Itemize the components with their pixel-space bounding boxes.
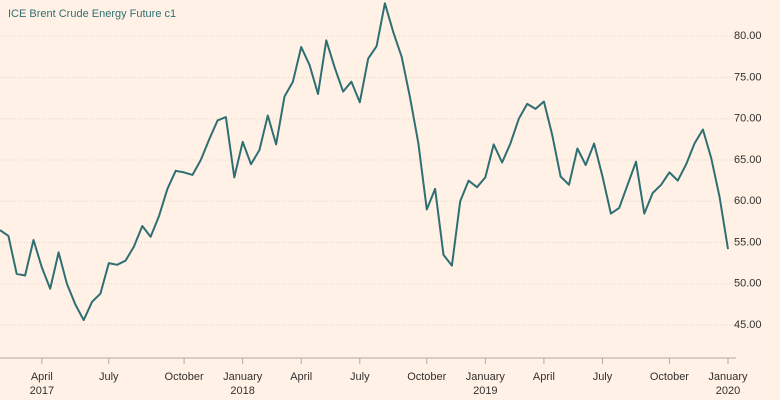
x-tick-year: 2020: [716, 385, 740, 397]
y-tick-label: 60.00: [734, 195, 762, 207]
y-tick-label: 70.00: [734, 113, 762, 125]
y-tick-label: 65.00: [734, 154, 762, 166]
x-tick-label: July: [350, 371, 370, 383]
x-tick-label: July: [593, 371, 613, 383]
x-tick-label: January: [466, 371, 506, 383]
x-tick-label: July: [99, 371, 119, 383]
x-tick-label: January: [708, 371, 748, 383]
x-tick-label: October: [650, 371, 689, 383]
y-tick-label: 80.00: [734, 30, 762, 42]
x-tick-label: October: [407, 371, 446, 383]
x-tick-label: April: [31, 371, 53, 383]
y-tick-label: 55.00: [734, 236, 762, 248]
price-line: [0, 2, 729, 322]
y-tick-label: 50.00: [734, 278, 762, 290]
x-tick-label: January: [223, 371, 263, 383]
x-tick-year: 2019: [473, 385, 497, 397]
x-tick-label: October: [165, 371, 204, 383]
x-tick-year: 2017: [30, 385, 54, 397]
x-tick-label: April: [290, 371, 312, 383]
y-tick-label: 75.00: [734, 71, 762, 83]
chart-title: ICE Brent Crude Energy Future c1: [8, 8, 176, 20]
x-tick-year: 2018: [230, 385, 254, 397]
y-tick-label: 45.00: [734, 319, 762, 331]
x-tick-label: April: [533, 371, 555, 383]
